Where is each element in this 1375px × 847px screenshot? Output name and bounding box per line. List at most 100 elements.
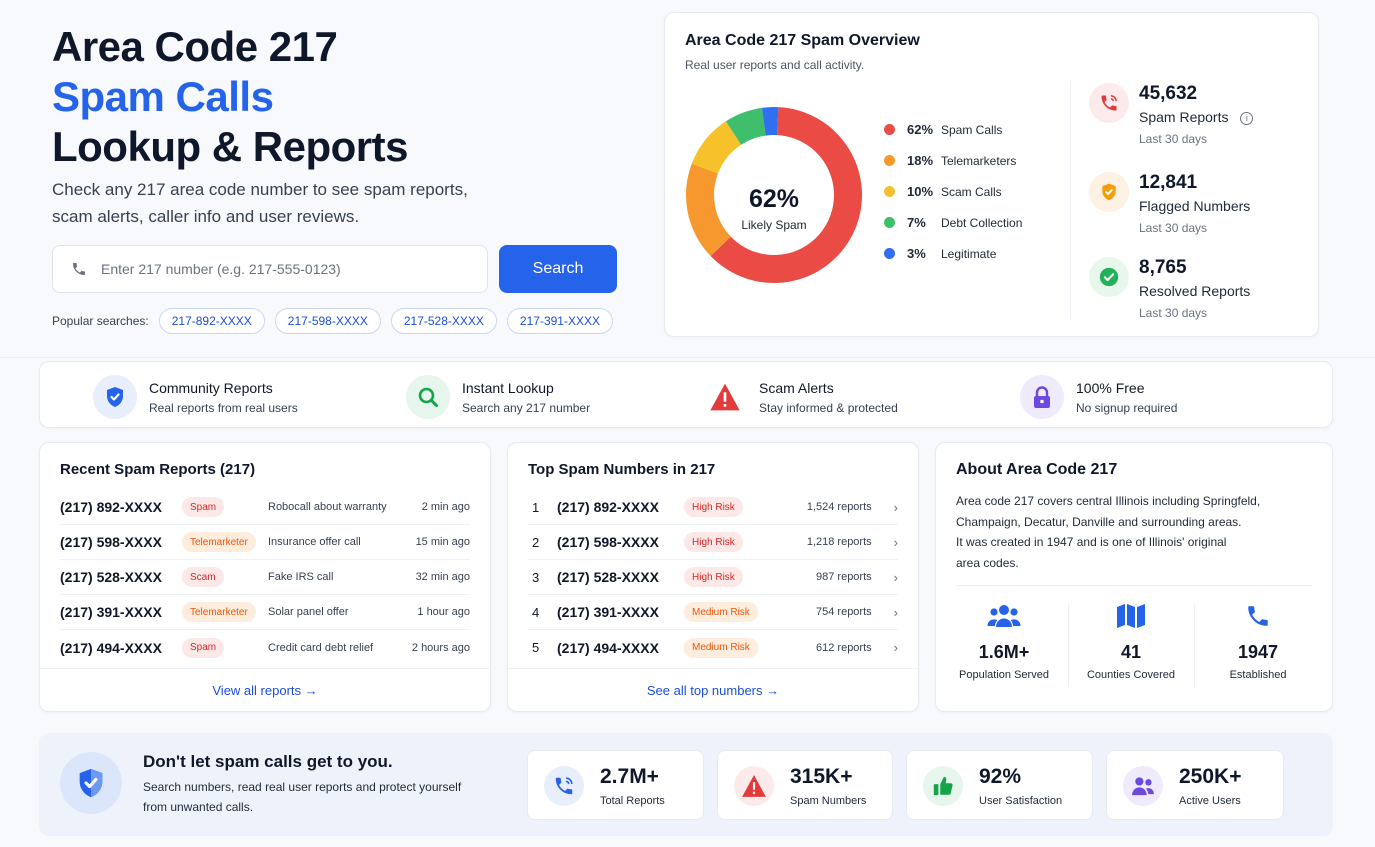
- bottom-stat-spam-numbers: 315K+ Spam Numbers: [717, 750, 893, 820]
- phone-number: (217) 892-XXXX: [60, 499, 162, 515]
- warning-icon: [703, 375, 747, 419]
- search-box: [52, 245, 488, 293]
- about-divider: [956, 585, 1312, 586]
- map-icon: [1117, 604, 1145, 628]
- check-circle-icon: [1089, 257, 1129, 297]
- risk-badge: Medium Risk: [684, 602, 758, 622]
- stat-label: Resolved Reports: [1139, 283, 1251, 299]
- shield-check-icon: [93, 375, 137, 419]
- legend-pct: 7%: [907, 215, 926, 230]
- bottom-stat-label: User Satisfaction: [979, 795, 1063, 807]
- table-row[interactable]: 2 (217) 598-XXXX High Risk 1,218 reports…: [528, 525, 898, 560]
- chevron-right-icon[interactable]: ›: [893, 640, 898, 655]
- donut-center-label: Likely Spam: [741, 218, 806, 232]
- about-stat-label: Counties Covered: [1086, 669, 1176, 681]
- table-row[interactable]: 5 (217) 494-XXXX Medium Risk 612 reports…: [528, 630, 898, 665]
- stat-period: Last 30 days: [1139, 306, 1208, 320]
- phone-number: (217) 598-XXXX: [557, 534, 659, 550]
- phone-number: (217) 391-XXXX: [557, 604, 659, 620]
- legend-dot: [884, 155, 895, 166]
- table-row[interactable]: (217) 892-XXXX Spam Robocall about warra…: [60, 490, 470, 525]
- rank: 5: [532, 640, 540, 655]
- spam-donut-chart: 62% Likely Spam: [686, 107, 862, 283]
- feature-instant-lookup: Instant Lookup Search any 217 number: [406, 375, 590, 419]
- feature-desc: Search any 217 number: [462, 400, 591, 415]
- stat-value: 8,765: [1139, 257, 1187, 278]
- popular-search-pill[interactable]: 217-391-XXXX: [506, 308, 613, 334]
- about-line: It was created in 1947 and is one of Ill…: [956, 535, 1227, 549]
- legend-label: Debt Collection: [941, 215, 1023, 230]
- table-row[interactable]: 4 (217) 391-XXXX Medium Risk 754 reports…: [528, 595, 898, 630]
- chevron-right-icon[interactable]: ›: [893, 499, 898, 515]
- chevron-right-icon[interactable]: ›: [893, 569, 898, 585]
- report-count: 1,524 reports: [806, 501, 872, 513]
- donut-slice-telemarketers: [686, 163, 731, 257]
- rank: 1: [532, 499, 540, 515]
- stat-value: 45,632: [1139, 83, 1198, 104]
- about-description: Area code 217 covers central Illinois in…: [956, 491, 1316, 573]
- info-icon[interactable]: i: [1240, 112, 1254, 125]
- popular-search-pill[interactable]: 217-892-XXXX: [158, 308, 265, 334]
- phone-number: (217) 528-XXXX: [557, 569, 659, 585]
- bottom-stat-value: 2.7M+: [600, 765, 659, 788]
- feature-title: Scam Alerts: [759, 379, 834, 396]
- about-stat-divider: [1068, 603, 1069, 687]
- report-count: 612 reports: [816, 641, 872, 654]
- table-row[interactable]: (217) 391-XXXX Telemarketer Solar panel …: [60, 595, 470, 630]
- cta-description: Search numbers, read real user reports a…: [143, 777, 461, 817]
- phone-alert-icon: [1089, 83, 1129, 123]
- recent-reports-title: Recent Spam Reports (217): [60, 461, 256, 478]
- legend-pct: 18%: [907, 153, 934, 168]
- report-time: 2 hours ago: [411, 641, 470, 654]
- chevron-right-icon[interactable]: ›: [893, 534, 898, 550]
- report-desc: Fake IRS call: [268, 571, 334, 583]
- features-bar: Community Reports Real reports from real…: [39, 361, 1333, 428]
- stat-value: 12,841: [1139, 172, 1198, 193]
- popular-search-pill[interactable]: 217-528-XXXX: [390, 308, 497, 334]
- table-row[interactable]: 3 (217) 528-XXXX High Risk 987 reports ›: [528, 560, 898, 595]
- table-row[interactable]: (217) 598-XXXX Telemarketer Insurance of…: [60, 525, 470, 560]
- cta-line: Search numbers, read real user reports a…: [143, 780, 462, 794]
- popular-search-pill[interactable]: 217-598-XXXX: [274, 308, 381, 334]
- phone-number: (217) 598-XXXX: [60, 534, 162, 550]
- stat-label: Flagged Numbers: [1139, 198, 1251, 214]
- bottom-stat-value: 315K+: [790, 765, 853, 788]
- about-line: Champaign, Decatur, Danville and surroun…: [956, 514, 1242, 529]
- feature-community-reports: Community Reports Real reports from real…: [93, 375, 298, 419]
- report-time: 2 min ago: [421, 501, 470, 513]
- about-line: area codes.: [956, 555, 1019, 570]
- about-stat-population: 1.6M+ Population Served: [941, 603, 1067, 681]
- donut-slice-scam-calls: [691, 121, 742, 174]
- feature-title: Community Reports: [149, 379, 273, 396]
- report-time: 15 min ago: [415, 536, 470, 548]
- stat-period: Last 30 days: [1139, 132, 1208, 146]
- table-row[interactable]: (217) 494-XXXX Spam Credit card debt rel…: [60, 630, 470, 665]
- top-numbers-title: Top Spam Numbers in 217: [528, 461, 716, 478]
- donut-center-value: 62%: [749, 185, 799, 213]
- chevron-right-icon[interactable]: ›: [893, 604, 898, 620]
- shield-check-icon: [1089, 172, 1129, 212]
- search-button[interactable]: Search: [499, 245, 617, 293]
- feature-scam-alerts: Scam Alerts Stay informed & protected: [703, 375, 898, 419]
- search-input[interactable]: [101, 261, 461, 277]
- overview-divider: [1070, 81, 1071, 319]
- risk-badge: Medium Risk: [684, 637, 758, 658]
- feature-desc: Real reports from real users: [149, 400, 298, 415]
- rank: 2: [532, 534, 540, 550]
- legend-item: 18% Telemarketers: [884, 153, 1016, 168]
- about-stat-counties: 41 Counties Covered: [1068, 603, 1194, 681]
- table-row[interactable]: 1 (217) 892-XXXX High Risk 1,524 reports…: [528, 490, 898, 525]
- risk-badge: High Risk: [684, 497, 743, 517]
- report-tag: Spam: [182, 637, 225, 658]
- feature-title: 100% Free: [1076, 379, 1145, 396]
- bottom-stat-active-users: 250K+ Active Users: [1106, 750, 1284, 820]
- about-title: About Area Code 217: [956, 461, 1118, 478]
- view-all-reports-link[interactable]: View all reports →: [40, 668, 490, 711]
- see-all-top-numbers-link[interactable]: See all top numbers →: [508, 668, 918, 711]
- users-icon: [1123, 766, 1163, 806]
- feature-title: Instant Lookup: [462, 379, 554, 396]
- table-row[interactable]: (217) 528-XXXX Scam Fake IRS call 32 min…: [60, 560, 470, 595]
- legend-dot: [884, 124, 895, 135]
- legend-pct: 3%: [907, 246, 926, 261]
- report-tag: Scam: [182, 567, 224, 587]
